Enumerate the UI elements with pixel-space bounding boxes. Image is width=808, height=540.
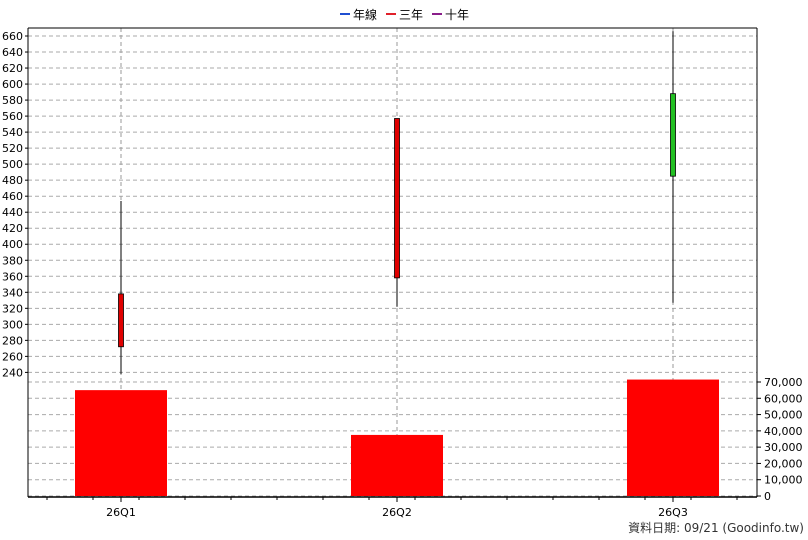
candle-body [118, 293, 124, 348]
price-tick-label: 420 [2, 222, 23, 235]
price-tick-label: 260 [2, 350, 23, 363]
price-tick-label: 300 [2, 318, 23, 331]
price-tick-label: 540 [2, 126, 23, 139]
x-tick-label: 26Q3 [658, 506, 688, 519]
candle-body [394, 118, 400, 279]
price-tick-label: 640 [2, 46, 23, 59]
price-tick-label: 360 [2, 270, 23, 283]
price-tick-label: 560 [2, 110, 23, 123]
price-tick-label: 240 [2, 366, 23, 379]
axes [27, 27, 758, 498]
price-tick-label: 620 [2, 62, 23, 75]
price-tick-label: 500 [2, 158, 23, 171]
price-tick-label: 580 [2, 94, 23, 107]
candles [118, 31, 676, 374]
volume-tick-label: 60,000 [764, 392, 803, 405]
price-tick-label: 460 [2, 190, 23, 203]
price-tick-label: 400 [2, 238, 23, 251]
price-tick-label: 660 [2, 30, 23, 43]
candle-body [670, 93, 676, 177]
volume-tick-label: 50,000 [764, 409, 803, 422]
volume-tick-label: 40,000 [764, 425, 803, 438]
volume-tick-label: 70,000 [764, 376, 803, 389]
price-tick-label: 380 [2, 254, 23, 267]
data-date-footer: 資料日期: 09/21 (Goodinfo.tw) [628, 521, 804, 535]
volume-tick-label: 30,000 [764, 441, 803, 454]
price-axis-ticks: 240 260 280 300 320 340 360 380 400 420 440 460 480 5… [2, 30, 28, 379]
volume-bars [75, 379, 719, 496]
x-axis-ticks: 26Q1 26Q2 26Q3 [46, 497, 738, 519]
volume-tick-label: 0 [764, 490, 771, 503]
legend-label: 十年 [445, 8, 469, 22]
volume-tick-label: 20,000 [764, 457, 803, 470]
x-tick-label: 26Q1 [106, 506, 136, 519]
price-tick-label: 280 [2, 334, 23, 347]
price-tick-label: 480 [2, 174, 23, 187]
volume-bar [627, 379, 719, 496]
volume-tick-label: 10,000 [764, 474, 803, 487]
legend-label: 年線 [353, 7, 377, 22]
legend: 年線 三年 十年 [340, 7, 469, 22]
x-tick-label: 26Q2 [382, 506, 412, 519]
legend-label: 三年 [399, 8, 423, 22]
price-tick-label: 520 [2, 142, 23, 155]
price-tick-label: 440 [2, 206, 23, 219]
price-tick-label: 320 [2, 302, 23, 315]
volume-bar [351, 434, 443, 496]
price-tick-label: 600 [2, 78, 23, 91]
price-tick-label: 340 [2, 286, 23, 299]
volume-bar [75, 390, 167, 496]
volume-axis-ticks: 0 10,000 20,000 30,000 40,000 50,000 60,000 70,… [757, 376, 803, 503]
